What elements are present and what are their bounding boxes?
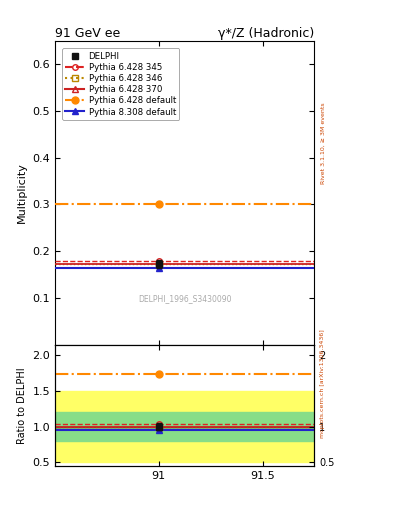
Bar [55,391,314,462]
Text: Rivet 3.1.10, ≥ 3M events: Rivet 3.1.10, ≥ 3M events [320,102,325,184]
Text: DELPHI_1996_S3430090: DELPHI_1996_S3430090 [138,294,231,304]
Text: γ*/Z (Hadronic): γ*/Z (Hadronic) [218,27,314,40]
Legend: DELPHI, Pythia 6.428 345, Pythia 6.428 346, Pythia 6.428 370, Pythia 6.428 defau: DELPHI, Pythia 6.428 345, Pythia 6.428 3… [62,48,180,120]
Bar [55,412,314,441]
Y-axis label: Multiplicity: Multiplicity [17,162,27,223]
Text: 91 GeV ee: 91 GeV ee [55,27,120,40]
Y-axis label: Ratio to DELPHI: Ratio to DELPHI [17,367,27,443]
Text: mcplots.cern.ch [arXiv:1306.3436]: mcplots.cern.ch [arXiv:1306.3436] [320,330,325,438]
